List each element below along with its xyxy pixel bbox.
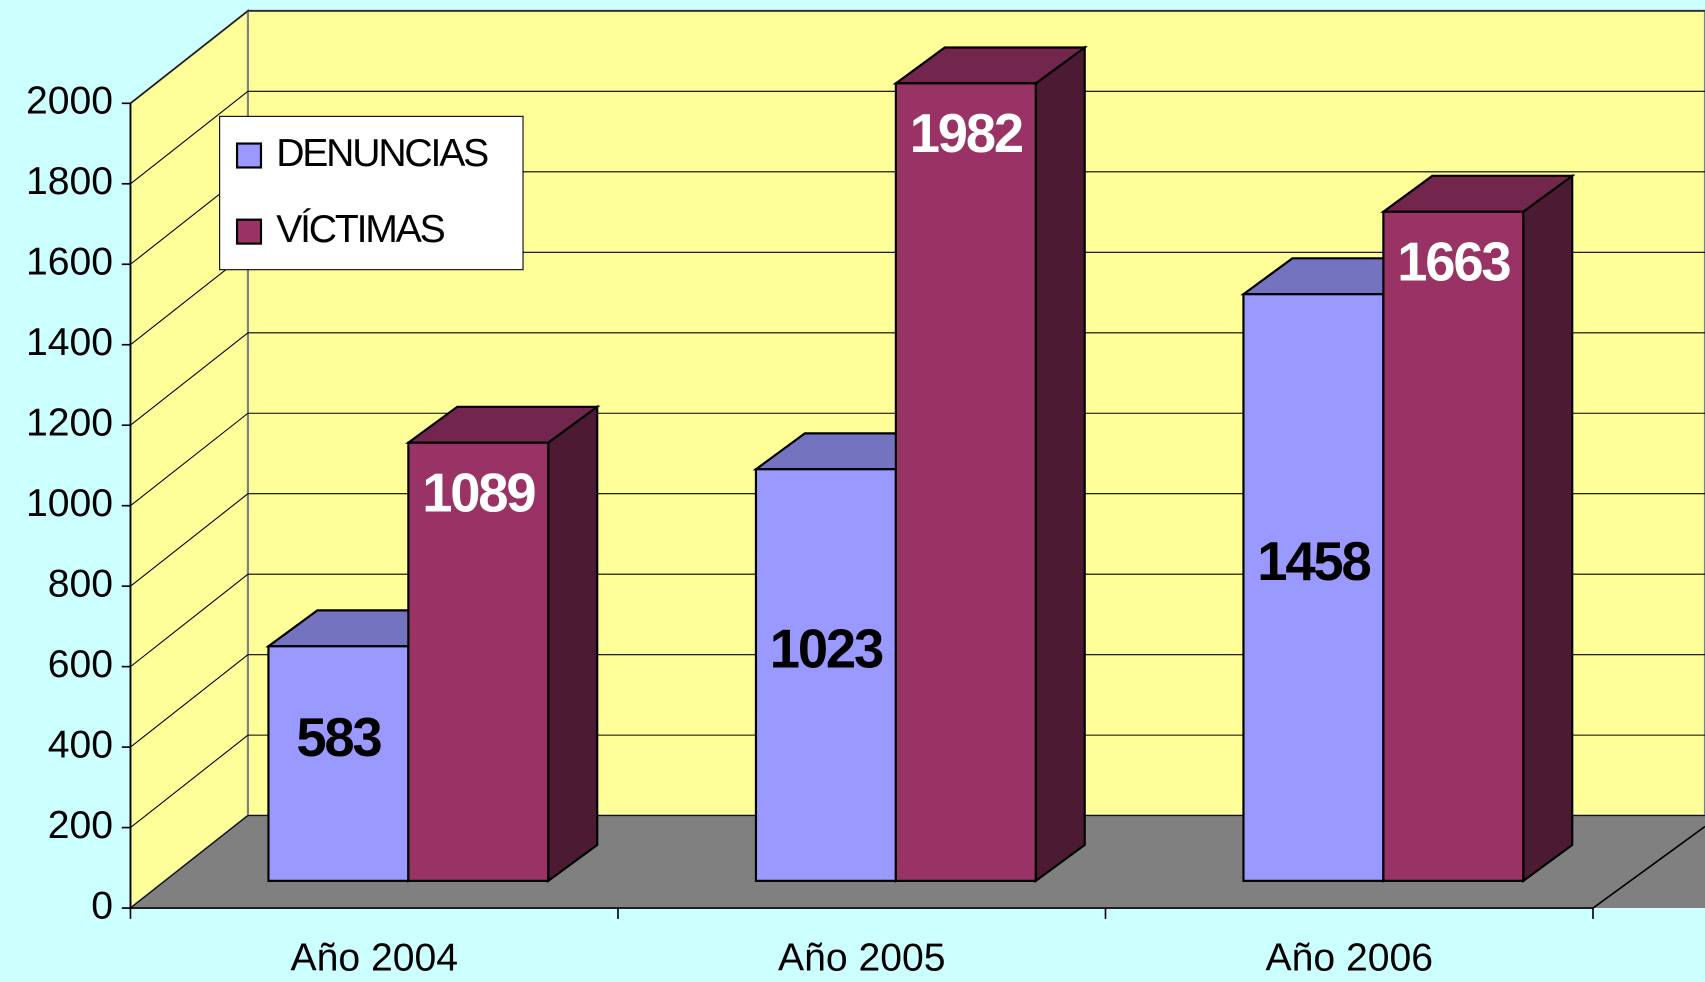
grid-line	[130, 654, 249, 748]
data-label: 583	[296, 707, 381, 768]
legend-marker	[235, 142, 263, 169]
x-tick-label: Año 2004	[290, 937, 458, 980]
data-label: 1458	[1257, 531, 1370, 592]
grid-line	[130, 332, 249, 426]
grid-line	[130, 734, 249, 829]
y-tick-label: 1600	[26, 241, 113, 284]
data-label: 1023	[770, 619, 883, 680]
y-tick-label: 1400	[26, 321, 113, 364]
bar	[754, 468, 897, 882]
grid-line	[130, 412, 249, 507]
bar	[267, 645, 410, 882]
data-label: 1089	[422, 462, 535, 523]
y-tick-label: 200	[48, 804, 113, 847]
bar-side	[1034, 45, 1086, 884]
grid-line	[130, 493, 249, 587]
legend-label: VÍCTIMAS	[276, 208, 444, 251]
bar	[407, 441, 550, 882]
legend-marker	[235, 218, 263, 245]
y-tick-label: 1800	[26, 160, 113, 203]
grid-line	[130, 573, 249, 668]
y-tick-label: 600	[48, 643, 113, 686]
y-tick-label: 0	[91, 884, 113, 927]
legend-label: DENUNCIAS	[276, 132, 488, 175]
bar	[894, 82, 1037, 882]
bar	[1382, 210, 1525, 882]
grid-line	[130, 815, 249, 909]
legend-box	[219, 115, 524, 271]
y-tick-label: 1200	[26, 402, 113, 445]
data-label: 1663	[1397, 231, 1510, 292]
bar-side	[547, 404, 599, 884]
grid-line	[130, 90, 249, 185]
bar-side	[1522, 173, 1574, 884]
floor-edge	[1592, 825, 1705, 909]
grid-line	[130, 10, 249, 104]
x-tick-label: Año 2006	[1265, 937, 1433, 980]
data-label: 1982	[910, 103, 1023, 164]
y-tick-label: 800	[48, 562, 113, 605]
y-tick-label: 1000	[26, 482, 113, 525]
y-tick-label: 2000	[26, 80, 113, 123]
y-tick-label: 400	[48, 723, 113, 766]
bar	[1242, 293, 1385, 882]
x-tick-label: Año 2005	[778, 937, 946, 980]
